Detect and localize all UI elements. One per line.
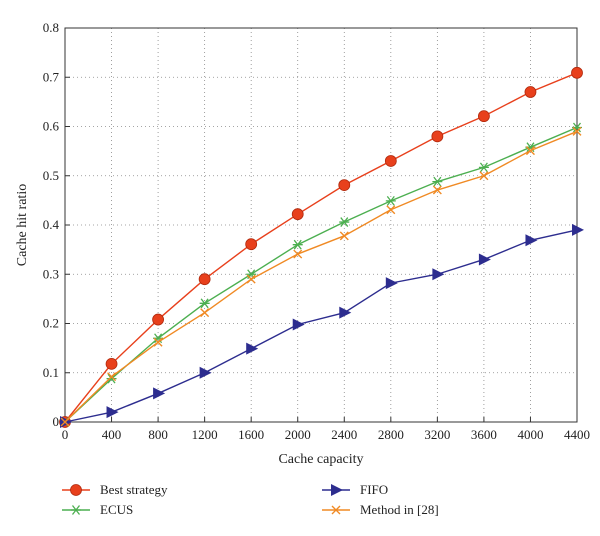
- x-tick-label: 0: [62, 427, 69, 442]
- legend-label: Method in [28]: [360, 502, 439, 517]
- series-layer: [59, 66, 584, 428]
- y-tick-label: 0.2: [43, 316, 59, 331]
- data-point: [478, 110, 490, 123]
- series-0: [59, 66, 583, 428]
- legend-item: Best strategy: [62, 482, 168, 497]
- x-tick-label: 2000: [285, 427, 311, 442]
- data-point: [432, 185, 442, 195]
- legend-marker: [331, 484, 343, 496]
- data-point: [431, 130, 444, 143]
- data-point: [571, 66, 583, 79]
- data-point: [339, 217, 350, 227]
- data-point: [339, 306, 352, 319]
- y-tick-label: 0.8: [43, 20, 59, 35]
- data-point: [245, 238, 258, 251]
- y-tick-label: 0.4: [43, 217, 60, 232]
- data-point: [385, 277, 398, 290]
- grid: [65, 28, 577, 422]
- series-3: [60, 126, 582, 427]
- data-point: [292, 318, 305, 331]
- x-tick-label: 2800: [378, 427, 404, 442]
- data-point: [246, 342, 259, 355]
- data-point: [338, 179, 351, 192]
- data-point: [153, 337, 163, 347]
- legend-item: ECUS: [62, 502, 133, 517]
- data-point: [106, 406, 119, 419]
- data-point: [339, 231, 349, 241]
- legend: Best strategy ECUS FIFO Method in [28]: [62, 482, 439, 517]
- series-line: [64, 126, 578, 423]
- data-point: [60, 417, 70, 427]
- data-point: [479, 171, 489, 181]
- x-tick-label: 800: [148, 427, 168, 442]
- x-tick-label: 2400: [331, 427, 357, 442]
- y-tick-label: 0.7: [43, 69, 60, 84]
- data-point: [199, 298, 210, 309]
- legend-item: Method in [28]: [322, 502, 439, 517]
- data-point: [524, 86, 537, 98]
- series-2: [60, 223, 584, 428]
- y-axis-label: Cache hit ratio: [15, 184, 30, 266]
- data-point: [152, 313, 164, 326]
- data-point: [246, 274, 256, 284]
- series-line: [64, 72, 578, 423]
- x-axis-label: Cache capacity: [278, 452, 363, 467]
- y-tick-label: 0.5: [43, 168, 59, 183]
- data-point: [293, 249, 303, 259]
- data-point: [292, 239, 303, 250]
- data-point: [386, 205, 396, 215]
- x-tick-label: 3600: [471, 427, 497, 442]
- y-tick-label: 0.6: [43, 119, 60, 134]
- series-line: [64, 229, 578, 423]
- x-tick-label: 3200: [424, 427, 450, 442]
- data-point: [199, 366, 212, 379]
- x-tick-label: 4400: [564, 427, 590, 442]
- x-tick-label: 400: [102, 427, 122, 442]
- data-point: [107, 372, 117, 382]
- data-point: [198, 273, 211, 286]
- data-point: [291, 208, 304, 221]
- data-point: [153, 387, 166, 400]
- legend-marker: [70, 484, 82, 496]
- data-point: [572, 126, 582, 136]
- x-tick-label: 4000: [517, 427, 543, 442]
- y-tick-label: 0.1: [43, 365, 59, 380]
- legend-label: ECUS: [100, 502, 133, 517]
- legend-item: FIFO: [322, 482, 388, 497]
- series-line: [64, 130, 578, 423]
- legend-label: Best strategy: [100, 482, 168, 497]
- x-tick-label: 1600: [238, 427, 264, 442]
- legend-marker: [71, 505, 81, 515]
- series-1: [60, 122, 582, 427]
- data-point: [572, 223, 584, 236]
- data-point: [525, 234, 538, 247]
- data-point: [200, 308, 210, 318]
- data-point: [525, 146, 535, 156]
- data-point: [432, 268, 445, 281]
- y-tick-label: 0.3: [43, 266, 59, 281]
- data-point: [384, 155, 397, 167]
- legend-label: FIFO: [360, 482, 388, 497]
- x-tick-label: 1200: [192, 427, 218, 442]
- data-point: [385, 195, 396, 206]
- data-point: [432, 176, 443, 187]
- legend-marker: [331, 505, 341, 515]
- data-point: [478, 162, 489, 173]
- axis-ticks: 0 400 800 1200 1600 2000 2400 2800 3200 3600 4000 4…: [43, 20, 590, 442]
- data-point: [105, 357, 118, 370]
- data-point: [478, 253, 491, 266]
- y-tick-label: 0: [53, 414, 60, 429]
